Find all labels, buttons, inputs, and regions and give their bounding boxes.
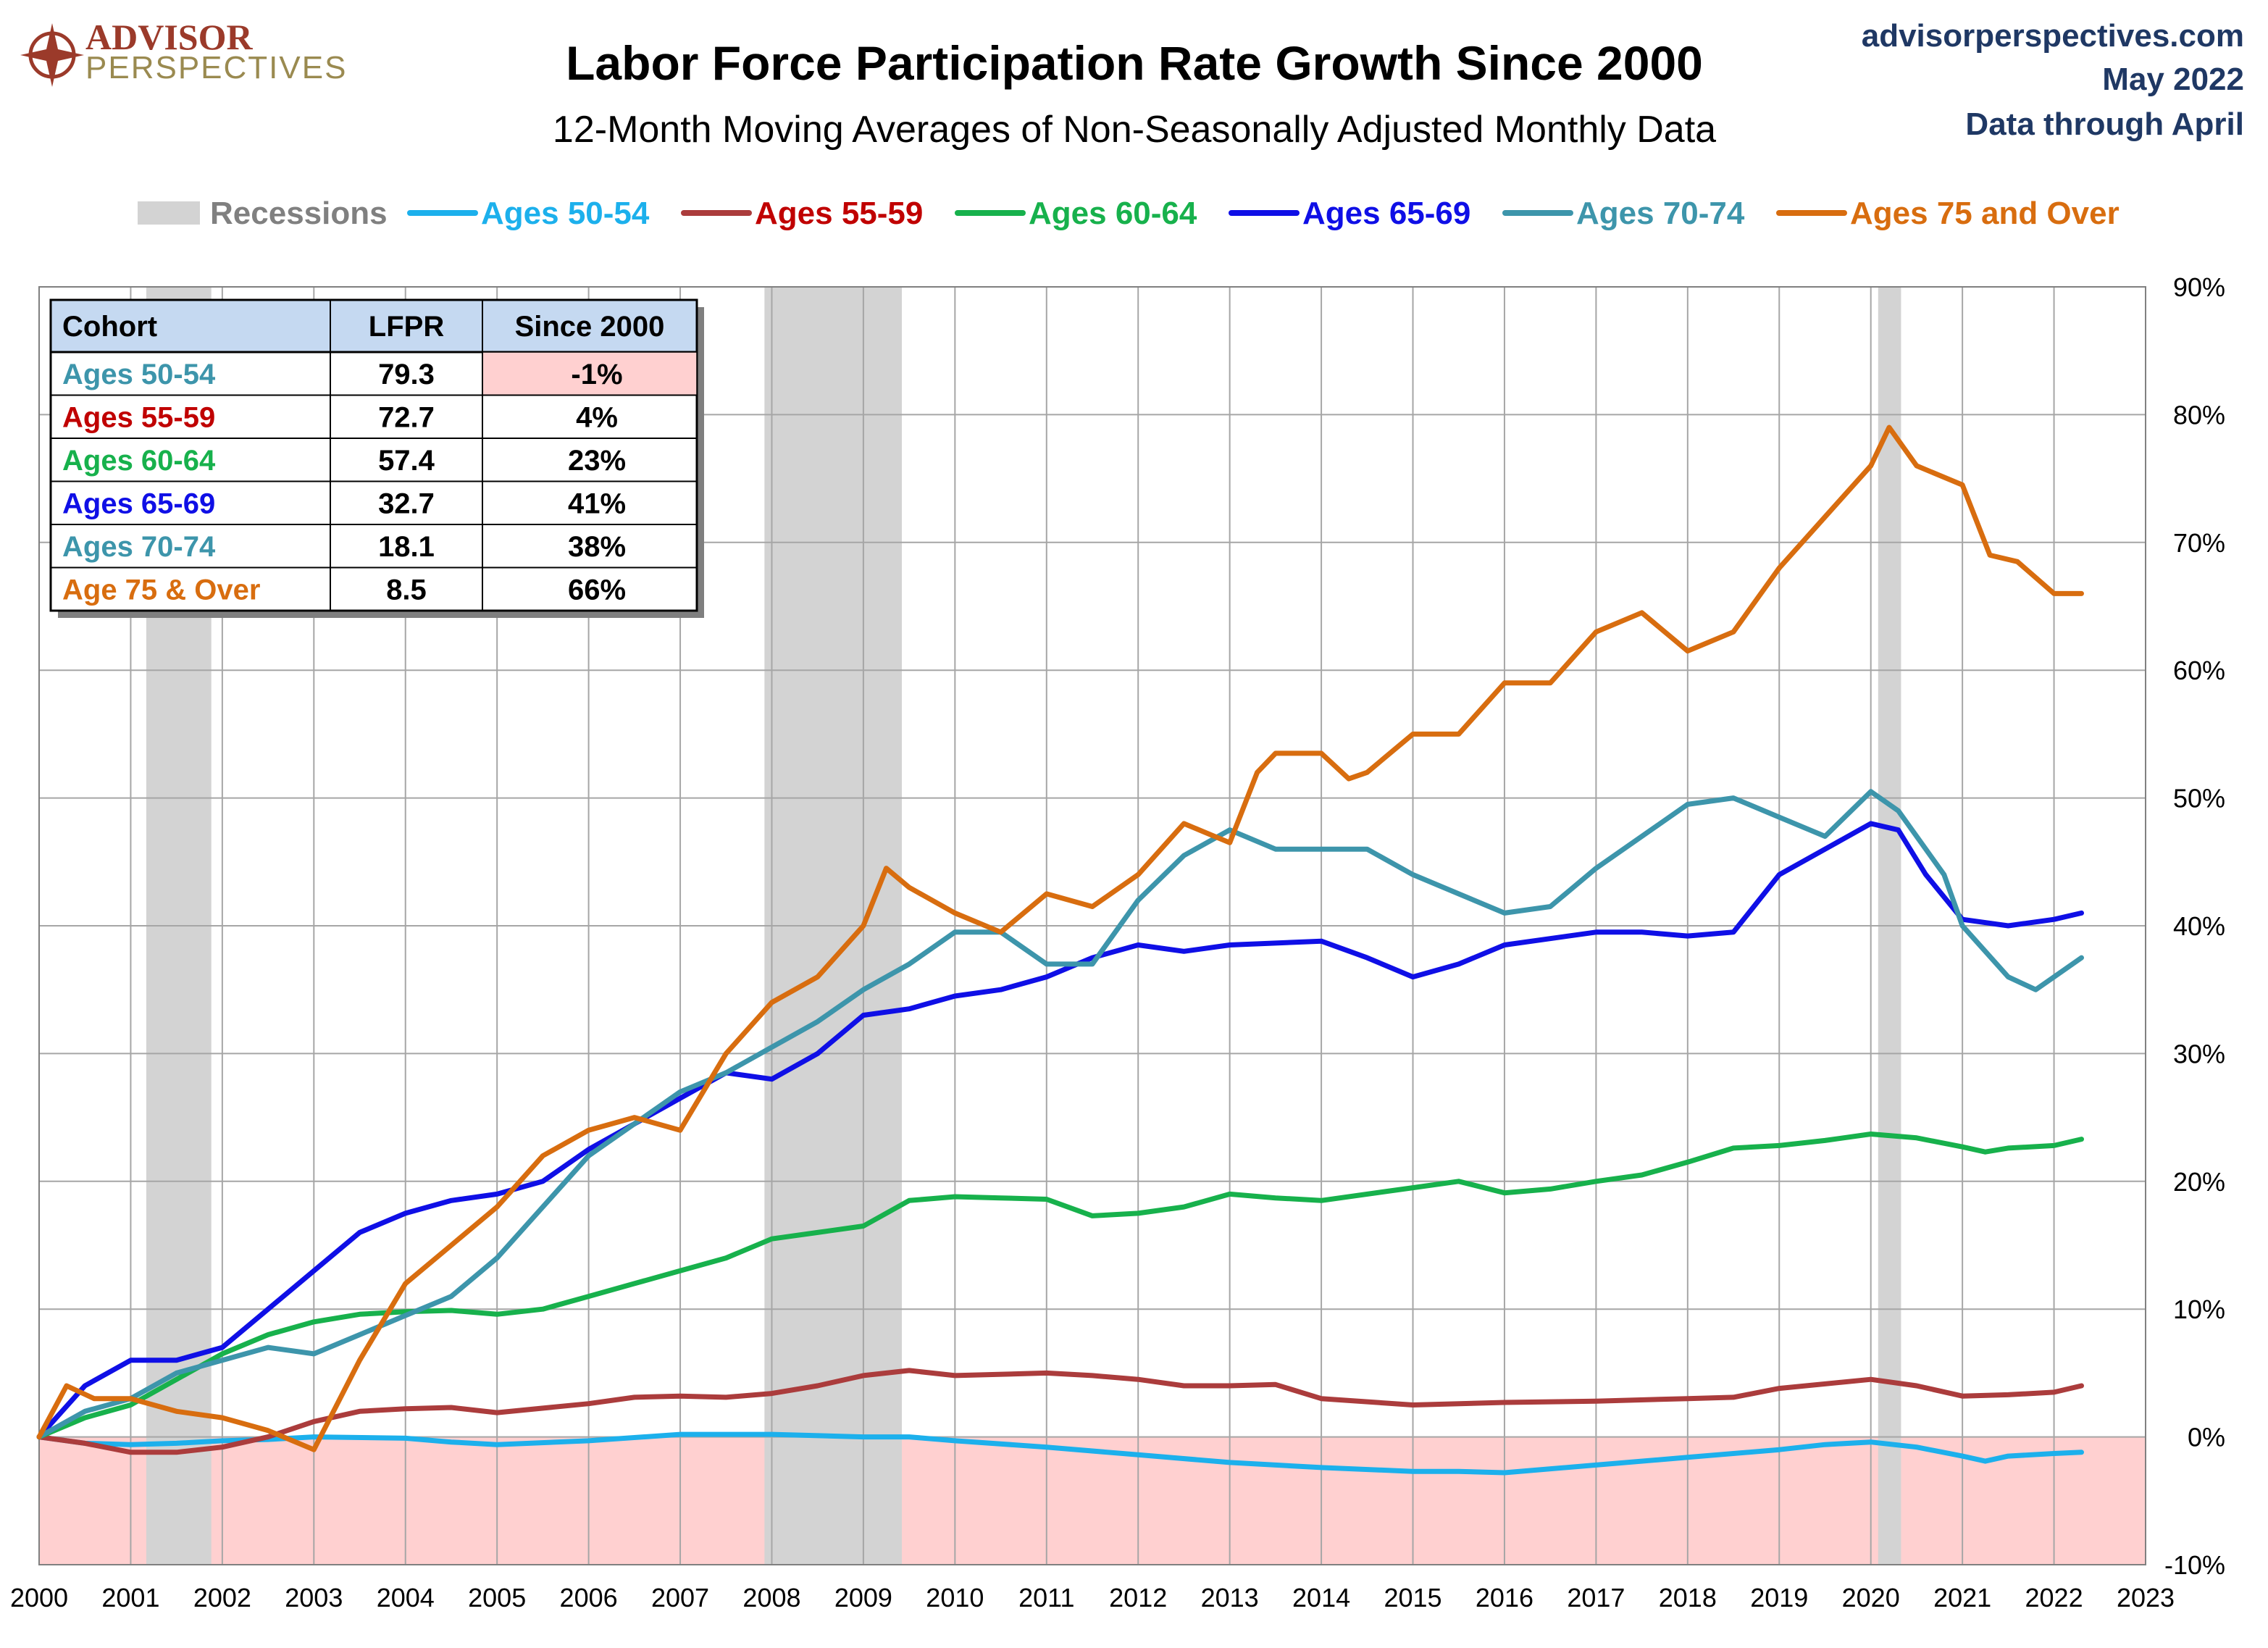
x-tick-label: 2004 (377, 1583, 435, 1613)
y-tick-label: 80% (2173, 400, 2225, 430)
table-cell-since: 66% (568, 574, 626, 606)
legend: Recessions Ages 50-54 Ages 55-59 Ages 60-64… (138, 196, 2120, 231)
compass-icon (20, 23, 84, 87)
table-cell-lfpr: 8.5 (386, 574, 427, 606)
x-tick-label: 2013 (1201, 1583, 1259, 1613)
x-tick-label: 2012 (1109, 1583, 1167, 1613)
y-tick-label: -10% (2164, 1550, 2225, 1580)
x-tick-label: 2001 (101, 1583, 159, 1613)
table-cell-cohort: Ages 65-69 (62, 488, 215, 520)
table-cell-cohort: Ages 60-64 (62, 445, 216, 477)
y-tick-label: 40% (2173, 911, 2225, 941)
legend-label: Ages 50-54 (481, 196, 650, 231)
x-tick-label: 2015 (1384, 1583, 1441, 1613)
x-tick-label: 2022 (2025, 1583, 2083, 1613)
x-tick-label: 2005 (468, 1583, 526, 1613)
x-tick-label: 2017 (1567, 1583, 1625, 1613)
x-tick-label: 2014 (1292, 1583, 1350, 1613)
legend-label-recessions: Recessions (210, 196, 388, 231)
x-tick-label: 2007 (651, 1583, 709, 1613)
table-header (49, 298, 698, 354)
legend-label: Ages 65-69 (1302, 196, 1470, 231)
series-line (36, 789, 2084, 1440)
table-cell-since: 4% (576, 402, 618, 434)
x-tick-label: 2003 (285, 1583, 343, 1613)
y-tick-label: 50% (2173, 784, 2225, 813)
table-cell-lfpr: 32.7 (378, 488, 435, 520)
table-header-cell: Since 2000 (515, 311, 665, 343)
table-cell-cohort: Ages 50-54 (62, 359, 216, 390)
site-url: advisorperspectives.com (1862, 18, 2244, 54)
table-cell-cohort: Age 75 & Over (62, 574, 260, 606)
negative-zone (39, 1436, 2146, 1565)
table-header-cell: LFPR (369, 311, 445, 343)
plot-border (38, 286, 2146, 1565)
table-cell-since: -1% (571, 359, 622, 390)
series-line (36, 1132, 2084, 1440)
x-tick-label: 2006 (560, 1583, 618, 1613)
table-cell-since: 38% (568, 531, 626, 563)
x-tick-label: 2023 (2117, 1583, 2175, 1613)
y-tick-label: 10% (2173, 1294, 2225, 1324)
legend-label: Ages 70-74 (1576, 196, 1745, 231)
table-header-cell: Cohort (62, 311, 157, 343)
x-tick-label: 2021 (1933, 1583, 1991, 1613)
y-tick-label: 30% (2173, 1039, 2225, 1068)
table-cell-lfpr: 79.3 (378, 359, 435, 390)
y-tick-label: 0% (2188, 1423, 2225, 1452)
legend-swatch-recessions (138, 201, 200, 225)
table-cell-cohort: Ages 70-74 (62, 531, 216, 563)
series-line (36, 424, 2084, 1452)
brand-logo: ADVISOR PERSPECTIVES (20, 17, 347, 87)
table-cell-lfpr: 72.7 (378, 402, 435, 434)
x-tick-label: 2020 (1842, 1583, 1900, 1613)
x-tick-label: 2002 (193, 1583, 251, 1613)
chart-subtitle: 12-Month Moving Averages of Non-Seasonal… (553, 109, 1716, 151)
summary-table: Cohort LFPR Since 2000 Ages 50-54 79.3 -1% Age… (49, 298, 704, 618)
publish-date: May 2022 (2102, 62, 2244, 97)
x-tick-label: 2011 (1018, 1583, 1074, 1613)
data-through: Data through April (1965, 106, 2244, 142)
brand-line1: ADVISOR (85, 17, 253, 57)
x-tick-label: 2010 (926, 1583, 984, 1613)
table-cell-lfpr: 18.1 (378, 531, 435, 563)
table-cell-since: 23% (568, 445, 626, 477)
table-cell-cohort: Ages 55-59 (62, 402, 215, 434)
plot-area: 2000 2001 2002 2003 2004 2005 2006 2007 2008 2009… (10, 272, 2225, 1613)
table-cell-since: 41% (568, 488, 626, 520)
x-tick-label: 2019 (1750, 1583, 1808, 1613)
legend-label: Ages 55-59 (755, 196, 923, 231)
x-tick-label: 2000 (10, 1583, 68, 1613)
y-tick-label: 90% (2173, 272, 2225, 302)
y-tick-label: 60% (2173, 656, 2225, 685)
series-line (36, 821, 2084, 1440)
y-tick-label: 20% (2173, 1167, 2225, 1197)
x-tick-label: 2008 (742, 1583, 800, 1613)
x-tick-label: 2016 (1476, 1583, 1533, 1613)
y-tick-label: 70% (2173, 528, 2225, 558)
x-tick-label: 2018 (1659, 1583, 1717, 1613)
legend-label: Ages 60-64 (1029, 196, 1197, 231)
x-tick-label: 2009 (834, 1583, 892, 1613)
legend-label: Ages 75 and Over (1850, 196, 2120, 231)
table-cell-lfpr: 57.4 (378, 445, 435, 477)
chart-title: Labor Force Participation Rate Growth Si… (566, 36, 1703, 90)
brand-line2: PERSPECTIVES (85, 50, 347, 85)
